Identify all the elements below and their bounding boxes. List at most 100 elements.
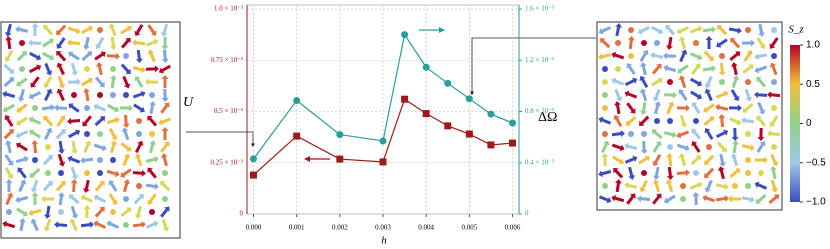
spin [29,167,41,178]
spin [719,79,725,85]
colorbar-tick-label: 1.0 [806,40,820,51]
spin [93,220,107,229]
spin [704,88,713,102]
spin [16,207,28,217]
spin [120,63,131,75]
spin [70,205,79,219]
spin [745,157,751,163]
spin [133,194,144,205]
spin [756,115,766,127]
spin [123,196,129,202]
spin [16,116,28,126]
spin [123,53,129,59]
spin [679,114,688,128]
spin [745,170,751,176]
spin [639,62,647,76]
spin [145,155,159,163]
spin [680,183,686,189]
spin [652,141,662,153]
spin [95,62,103,76]
spin [756,76,767,88]
spin [690,77,703,87]
spin [120,25,132,35]
spin [80,25,94,35]
spin [162,196,168,202]
x-tick-label: 0.000 [246,224,262,232]
spin [652,88,661,102]
spin [693,118,699,124]
spin [651,129,663,140]
spin [45,170,51,176]
spin [754,156,768,164]
spin [715,129,729,139]
spin [56,24,67,35]
colorbar-tick-label: 0 [806,118,812,129]
spin [650,51,664,59]
spin [42,180,53,192]
spin [611,194,625,203]
marker [401,31,409,39]
spin [651,77,664,87]
spin [134,24,144,37]
spin [71,140,78,154]
spin [744,88,753,102]
spin [3,77,15,88]
spin [94,116,106,127]
spin [729,168,741,178]
spin [43,218,52,232]
spin [667,144,673,150]
marker [422,110,430,118]
spin [652,193,662,205]
spin [145,182,159,190]
spin [93,103,107,112]
spin [628,131,634,137]
spin [106,169,120,178]
spin [82,115,92,127]
spin [624,142,638,150]
spin [31,140,39,154]
spin [71,62,79,76]
spin [161,36,169,50]
spin [754,65,768,74]
spin [109,75,117,89]
spin [95,37,105,50]
marker [509,119,517,127]
spin [134,153,143,167]
spin [106,52,120,60]
spin [5,192,14,206]
spin [706,144,712,150]
spin [667,118,673,124]
spin [83,205,91,219]
spin [691,63,701,75]
spin [133,103,145,113]
spin [717,24,728,36]
spin [162,170,168,176]
spin [769,62,778,76]
spin [690,90,702,100]
spin [598,170,612,178]
spin [44,127,53,141]
spin [676,130,690,139]
spin [136,131,142,137]
spin [691,101,701,114]
spin [650,25,664,35]
spin [664,194,676,204]
spin [19,40,25,46]
spin [743,50,753,62]
spin [119,104,133,112]
spin [132,66,146,74]
spin [611,51,625,60]
spin [703,50,714,62]
spin [732,183,738,189]
spin [149,131,155,137]
series-line [253,98,513,176]
colorbar-tick-label: −0.5 [806,157,826,168]
spin [602,92,608,98]
spin [728,195,742,203]
spin [58,209,64,215]
spin [160,102,170,114]
spin [121,127,130,141]
spin [624,155,638,164]
spin [703,103,715,113]
spin [639,115,650,126]
